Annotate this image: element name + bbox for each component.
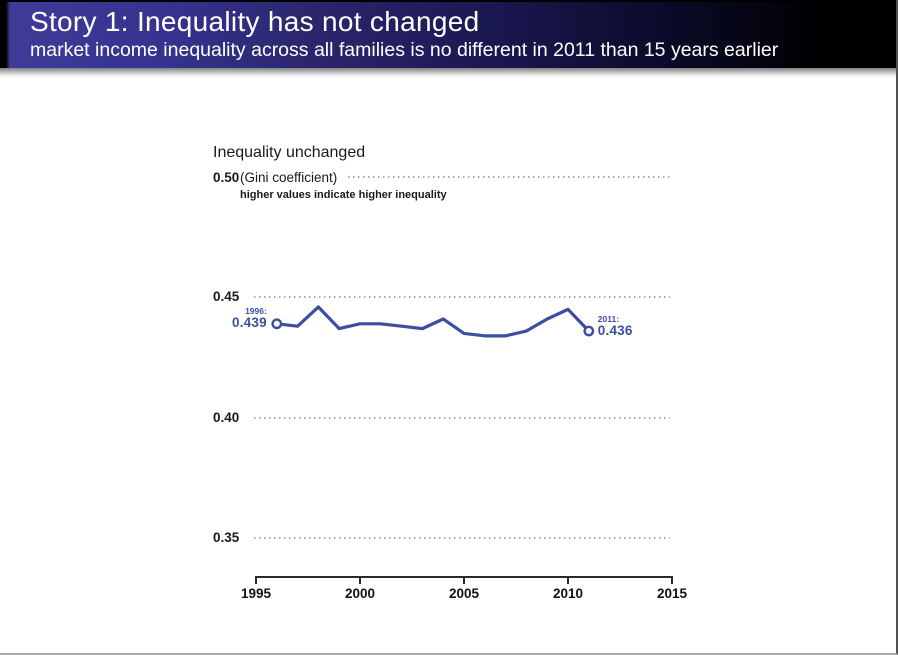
- gini-series-line: [275, 305, 591, 338]
- header-shadow: [0, 68, 896, 78]
- x-tick-2015: 2015: [656, 586, 688, 601]
- end-year-label: 2011:: [597, 314, 620, 325]
- x-tick-1995: 1995: [240, 586, 272, 601]
- y-axis-note: higher values indicate higher inequality: [240, 189, 447, 201]
- start-value-label: 0.439: [232, 314, 267, 330]
- x-tick-2000: 2000: [344, 586, 376, 601]
- x-tick-mark-2015: [671, 578, 673, 584]
- start-point-marker: [271, 318, 283, 330]
- x-tick-2005: 2005: [448, 586, 480, 601]
- chart-title: Inequality unchanged: [213, 144, 366, 161]
- start-year-label: 1996:: [245, 305, 267, 316]
- end-value-label: 0.436: [597, 323, 633, 339]
- slide-header: Story 1: Inequality has not changed mark…: [0, 0, 896, 68]
- x-axis-line: [255, 576, 673, 578]
- x-tick-mark-2005: [463, 578, 465, 584]
- end-point-marker: [583, 325, 595, 337]
- slide-subtitle: market income inequality across all fami…: [30, 39, 779, 61]
- y-tick-045: 0.45: [213, 289, 240, 305]
- y-tick-040: 0.40: [213, 409, 240, 425]
- y-tick-050: 0.50: [213, 170, 240, 185]
- x-tick-mark-2010: [567, 578, 569, 584]
- y-axis-unit-label: (Gini coefficient): [240, 170, 338, 185]
- end-point-annotation: 2011: 0.436: [598, 314, 633, 338]
- x-tick-mark-1995: [255, 578, 257, 584]
- x-tick-2010: 2010: [552, 586, 584, 601]
- gridline-0.40: [254, 416, 670, 419]
- start-point-annotation: 1996: 0.439: [232, 306, 267, 330]
- x-tick-mark-2000: [359, 578, 361, 584]
- gridline-0.50: [348, 176, 670, 178]
- y-tick-035: 0.35: [213, 530, 240, 545]
- slide-title: Story 1: Inequality has not changed: [30, 6, 480, 37]
- gridline-0.35: [254, 537, 670, 539]
- gridline-0.45: [254, 296, 670, 299]
